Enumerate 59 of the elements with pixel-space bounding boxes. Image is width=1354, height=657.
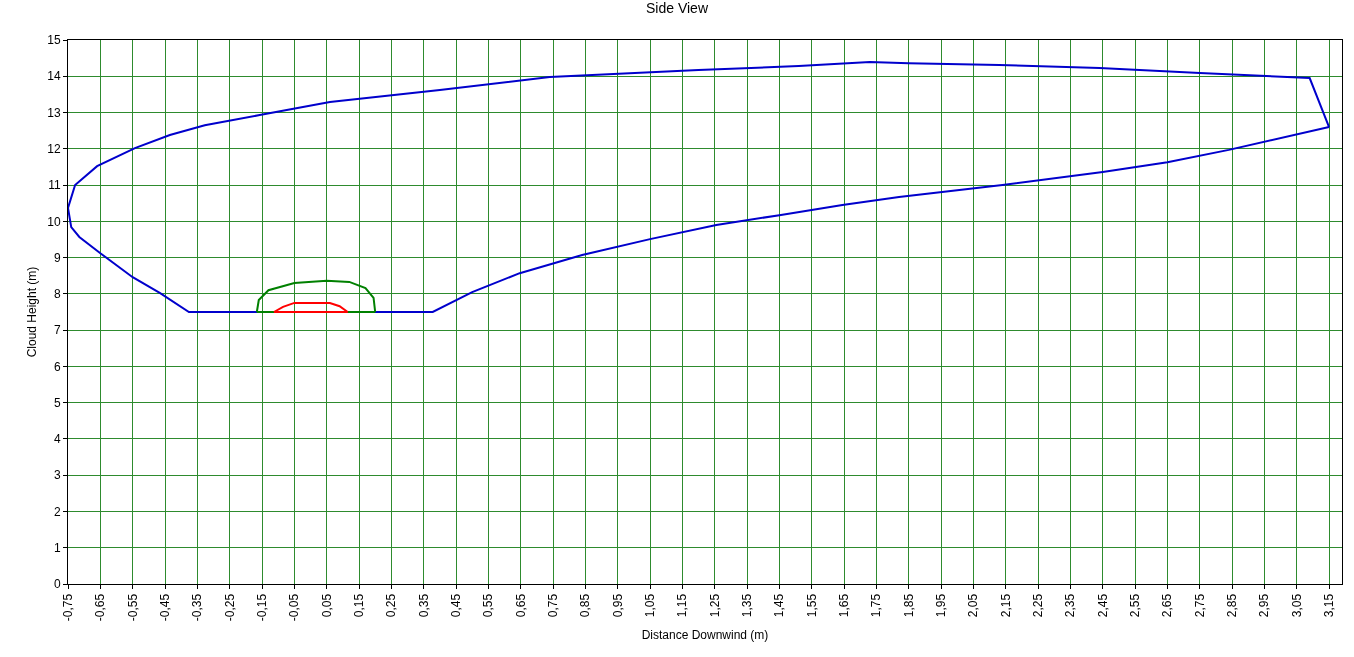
y-tick-label: 2	[53, 504, 61, 519]
x-tick-label: 0,45	[448, 593, 463, 618]
y-axis-title: Cloud Height (m)	[24, 266, 39, 358]
x-tick-label: 1,55	[804, 593, 819, 618]
y-tick-label: 4	[53, 432, 61, 447]
x-tick-label: -0,35	[190, 593, 205, 622]
x-axis-title: Distance Downwind (m)	[641, 628, 769, 643]
x-tick-label: 0,75	[545, 593, 560, 618]
x-tick-label: -0,05	[287, 593, 302, 622]
chart-title: Side View	[645, 0, 709, 17]
x-tick-label: 0,15	[351, 593, 366, 618]
x-tick-label: 0,05	[319, 593, 334, 618]
x-tick-label: 0,35	[416, 593, 431, 618]
x-tick-label: 2,95	[1257, 593, 1272, 618]
y-tick-label: 1	[53, 540, 61, 555]
x-tick-label: 3,15	[1321, 593, 1336, 618]
x-tick-label: 1,05	[642, 593, 657, 618]
x-tick-label: -0,65	[93, 593, 108, 622]
x-tick-label: -0,45	[157, 593, 172, 622]
x-tick-label: 0,25	[384, 593, 399, 618]
y-tick-label: 15	[47, 33, 61, 48]
x-tick-label: 0,85	[578, 593, 593, 618]
y-tick-label: 13	[47, 105, 61, 120]
x-tick-label: 1,95	[933, 593, 948, 618]
x-tick-label: -0,75	[60, 593, 75, 622]
y-tick-label: 3	[53, 468, 61, 483]
x-tick-label: 2,55	[1127, 593, 1142, 618]
x-tick-label: -0,15	[254, 593, 269, 622]
y-tick-label: 0	[53, 577, 61, 592]
y-tick-label: 8	[53, 287, 61, 302]
y-tick-label: 12	[47, 142, 61, 156]
y-tick-label: 6	[53, 359, 61, 374]
x-tick-label: 1,45	[772, 593, 787, 618]
x-tick-label: 1,85	[901, 593, 916, 618]
x-tick-label: 0,55	[481, 593, 496, 618]
x-tick-label: 3,05	[1289, 593, 1304, 618]
y-tick-label: 10	[47, 214, 61, 229]
x-tick-label: 0,65	[513, 593, 528, 618]
y-tick-label: 5	[53, 395, 61, 410]
x-tick-label: 0,95	[610, 593, 625, 618]
x-tick-label: -0,55	[125, 593, 140, 622]
y-tick-label: 7	[53, 323, 61, 338]
x-tick-label: 2,75	[1192, 593, 1207, 618]
x-tick-label: 1,15	[675, 593, 690, 618]
y-tick-label: 11	[48, 178, 61, 193]
x-tick-label: 2,05	[966, 593, 981, 618]
x-tick-label: 2,65	[1160, 593, 1175, 618]
y-tick-label: 9	[53, 250, 61, 265]
x-tick-label: 2,15	[998, 593, 1013, 618]
y-tick-label: 14	[47, 69, 61, 84]
x-tick-label: -0,25	[222, 593, 237, 622]
x-tick-label: 1,75	[869, 593, 884, 618]
x-tick-label: 1,35	[739, 593, 754, 618]
x-tick-label: 2,85	[1224, 593, 1239, 618]
x-tick-label: 2,25	[1030, 593, 1045, 618]
x-tick-label: 2,45	[1095, 593, 1110, 618]
x-tick-label: 2,35	[1063, 593, 1078, 618]
x-tick-label: 1,65	[836, 593, 851, 618]
x-tick-label: 1,25	[707, 593, 722, 618]
